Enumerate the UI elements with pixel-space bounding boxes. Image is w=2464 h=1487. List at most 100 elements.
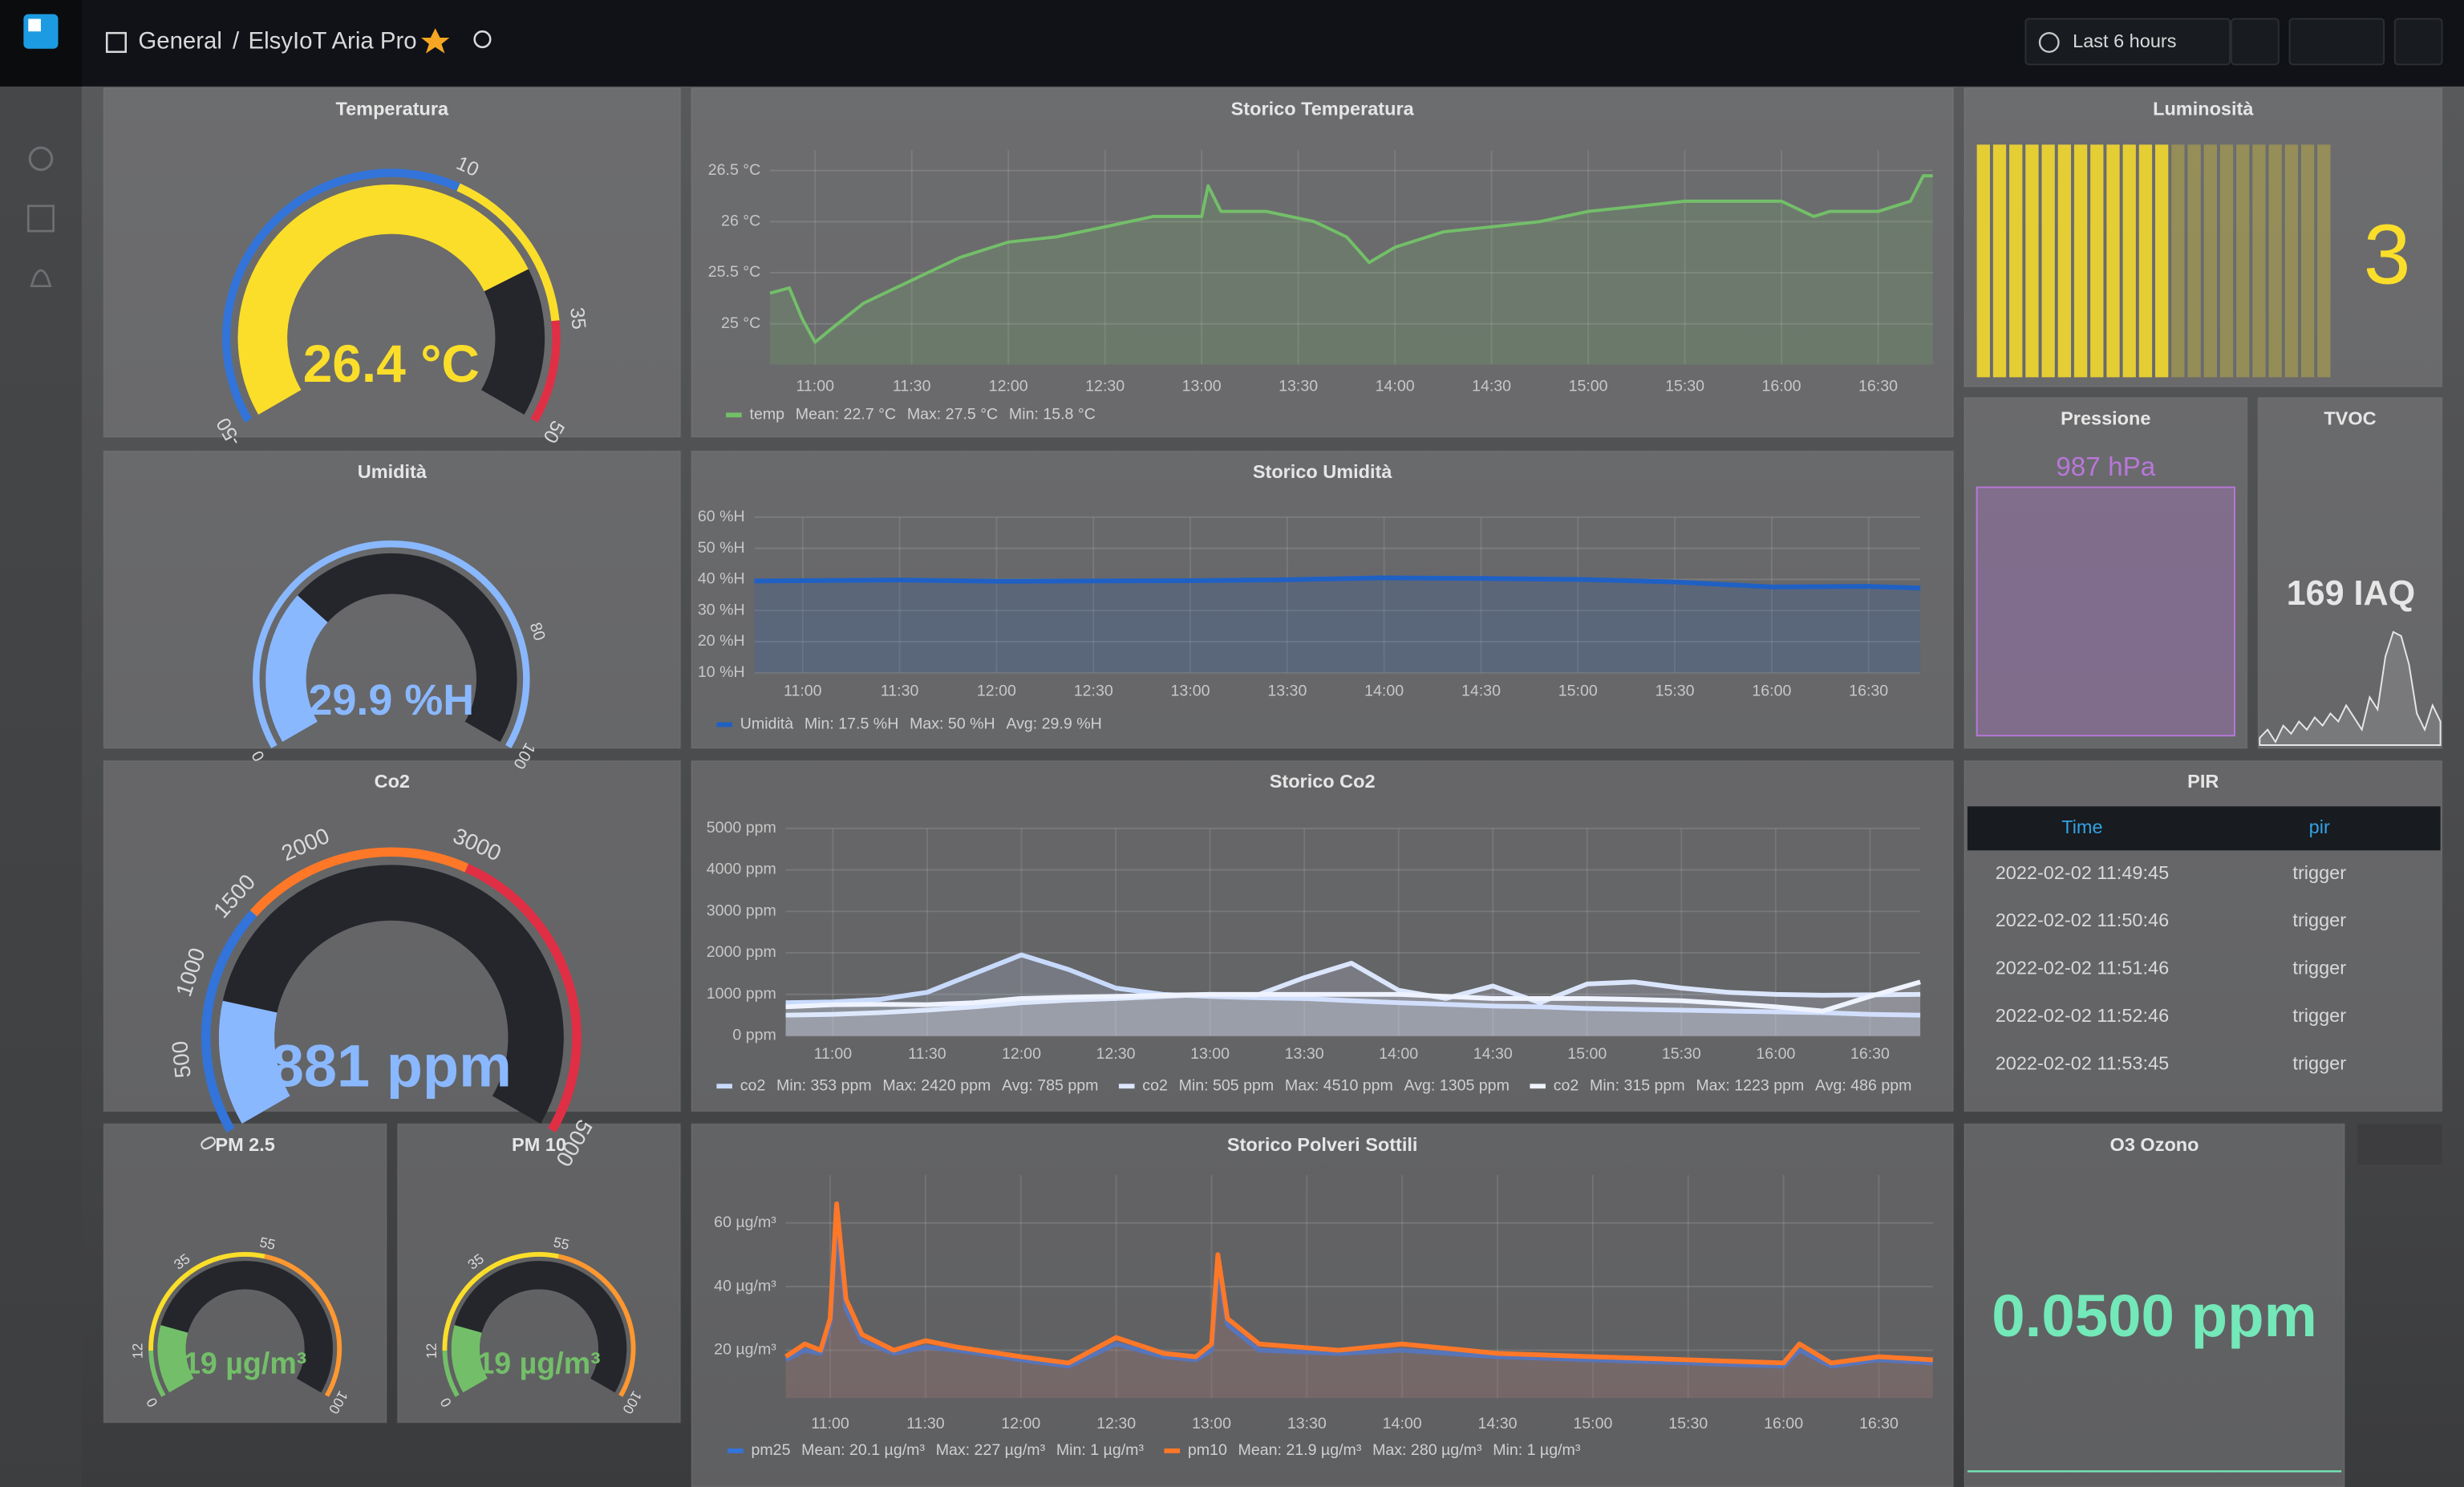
legend-stat: Max: 1223 ppm <box>1696 1076 1804 1094</box>
panel-title: Storico Co2 <box>1270 771 1376 792</box>
gauge-value-arc <box>237 184 529 415</box>
y-tick-label: 26 °C <box>721 213 760 230</box>
x-tick-label: 13:00 <box>1190 1045 1230 1063</box>
star-icon[interactable] <box>421 28 450 54</box>
breadcrumb-root[interactable]: General <box>138 28 221 55</box>
clock-icon <box>2038 31 2060 53</box>
series-line <box>754 575 1921 591</box>
table-header <box>1967 806 2441 851</box>
x-tick-label: 15:30 <box>1668 1415 1708 1432</box>
bar-gauge-cell <box>2268 144 2282 378</box>
x-tick-label: 15:30 <box>1665 377 1704 395</box>
y-tick-label: 25.5 °C <box>708 263 761 281</box>
legend-stat: Mean: 20.1 µg/m³ <box>801 1441 925 1459</box>
bar-gauge-cell <box>2203 144 2217 378</box>
legend-name: pm10 <box>1188 1441 1227 1459</box>
area-fill <box>770 176 1933 365</box>
legend-name: pm25 <box>751 1441 790 1459</box>
x-tick-label: 12:00 <box>1002 1045 1041 1063</box>
table-cell: trigger <box>2292 958 2346 979</box>
time-picker[interactable] <box>2024 18 2231 66</box>
table-cell: trigger <box>2292 910 2346 930</box>
bar-gauge-cell <box>2138 144 2153 378</box>
x-tick-label: 12:30 <box>1085 377 1125 395</box>
gauge-value: 19 µg/m³ <box>477 1347 600 1380</box>
legend-name: co2 <box>1142 1076 1168 1094</box>
y-tick-label: 0 ppm <box>732 1027 776 1044</box>
stat-value: 0.0500 ppm <box>1992 1282 2317 1349</box>
search-icon[interactable] <box>28 146 54 172</box>
threshold-band <box>202 1056 235 1133</box>
gauge-tick-label: 12 <box>424 1343 440 1359</box>
bar-gauge-cell <box>2300 144 2315 378</box>
legend-stat: Min: 353 ppm <box>776 1076 872 1094</box>
threshold-band <box>482 1252 560 1274</box>
view-mode-button[interactable] <box>2393 18 2443 66</box>
legend-swatch <box>716 1084 732 1089</box>
threshold-band <box>148 1270 192 1351</box>
gauge-value-arc <box>157 1325 194 1393</box>
y-tick-label: 20 µg/m³ <box>714 1341 776 1359</box>
legend-swatch <box>716 722 732 727</box>
alerts-icon[interactable] <box>30 269 52 288</box>
bar-gauge-cell <box>2219 144 2234 378</box>
x-tick-label: 16:30 <box>1850 1045 1890 1063</box>
bar-gauge-cell <box>2236 144 2250 378</box>
gauge-tick-label: 55 <box>258 1234 278 1253</box>
legend-swatch <box>1530 1084 1546 1089</box>
legend-stat: Min: 17.5 %H <box>804 715 899 733</box>
panel-title: Storico Polveri Sottili <box>1227 1134 1418 1155</box>
legend-swatch <box>726 412 742 418</box>
gauge-value-arc <box>218 1000 291 1124</box>
y-tick-label: 40 µg/m³ <box>714 1277 776 1295</box>
y-tick-label: 5000 ppm <box>707 819 776 837</box>
x-tick-label: 12:00 <box>977 682 1016 699</box>
time-range[interactable]: Last 6 hours <box>2073 30 2176 51</box>
gauge-value-arc <box>265 595 329 743</box>
dashboards-icon[interactable] <box>26 205 55 233</box>
bar-gauge-cell <box>2284 144 2299 378</box>
threshold-band <box>464 863 582 1133</box>
grid-icon <box>105 31 128 53</box>
legend-stat: Min: 315 ppm <box>1590 1076 1685 1094</box>
y-tick-label: 26.5 °C <box>708 161 761 179</box>
threshold-band <box>148 1350 166 1397</box>
y-tick-label: 30 %H <box>698 601 745 618</box>
panel <box>691 760 1955 1112</box>
threshold-band <box>221 168 460 423</box>
x-tick-label: 16:30 <box>1858 377 1898 395</box>
legend-stat: Min: 1 µg/m³ <box>1056 1441 1145 1459</box>
panel-title: Storico Umidità <box>1253 461 1393 482</box>
bar-gauge-cell <box>2009 144 2023 378</box>
refresh-button[interactable] <box>2288 18 2385 66</box>
share-icon[interactable] <box>473 30 492 49</box>
panel <box>691 1123 1955 1487</box>
zoom-out-button[interactable] <box>2231 18 2280 66</box>
series-line <box>784 1201 1933 1366</box>
threshold-band <box>530 320 561 423</box>
table-header-cell: Time <box>2061 816 2102 837</box>
bar-gauge-cell <box>2122 144 2136 378</box>
legend-stat: Avg: 486 ppm <box>1815 1076 1911 1094</box>
panel <box>103 87 682 438</box>
gauge-value: 881 ppm <box>271 1033 512 1100</box>
table-cell: 2022-02-02 11:51:46 <box>1996 958 2169 979</box>
x-tick-label: 14:00 <box>1383 1415 1422 1432</box>
empty-panel <box>2357 1124 2442 1165</box>
dashboard-title[interactable]: ElsyIoT Aria Pro <box>249 28 417 55</box>
x-tick-label: 16:00 <box>1756 1045 1795 1063</box>
y-tick-label: 3000 ppm <box>707 902 776 919</box>
legend-stat: Mean: 21.9 µg/m³ <box>1238 1441 1362 1459</box>
x-tick-label: 15:30 <box>1662 1045 1701 1063</box>
stat-value: 987 hPa <box>2056 452 2156 482</box>
panel-title: Pressione <box>2061 407 2150 428</box>
x-tick-label: 14:30 <box>1473 1045 1513 1063</box>
threshold-band <box>264 1254 342 1397</box>
bar-gauge-cell <box>2171 144 2185 378</box>
legend-stat: Avg: 1305 ppm <box>1404 1076 1510 1094</box>
panel-title: Umidità <box>358 461 428 482</box>
x-tick-label: 11:30 <box>908 1045 946 1063</box>
y-tick-label: 60 µg/m³ <box>714 1214 776 1231</box>
threshold-band <box>456 183 560 322</box>
